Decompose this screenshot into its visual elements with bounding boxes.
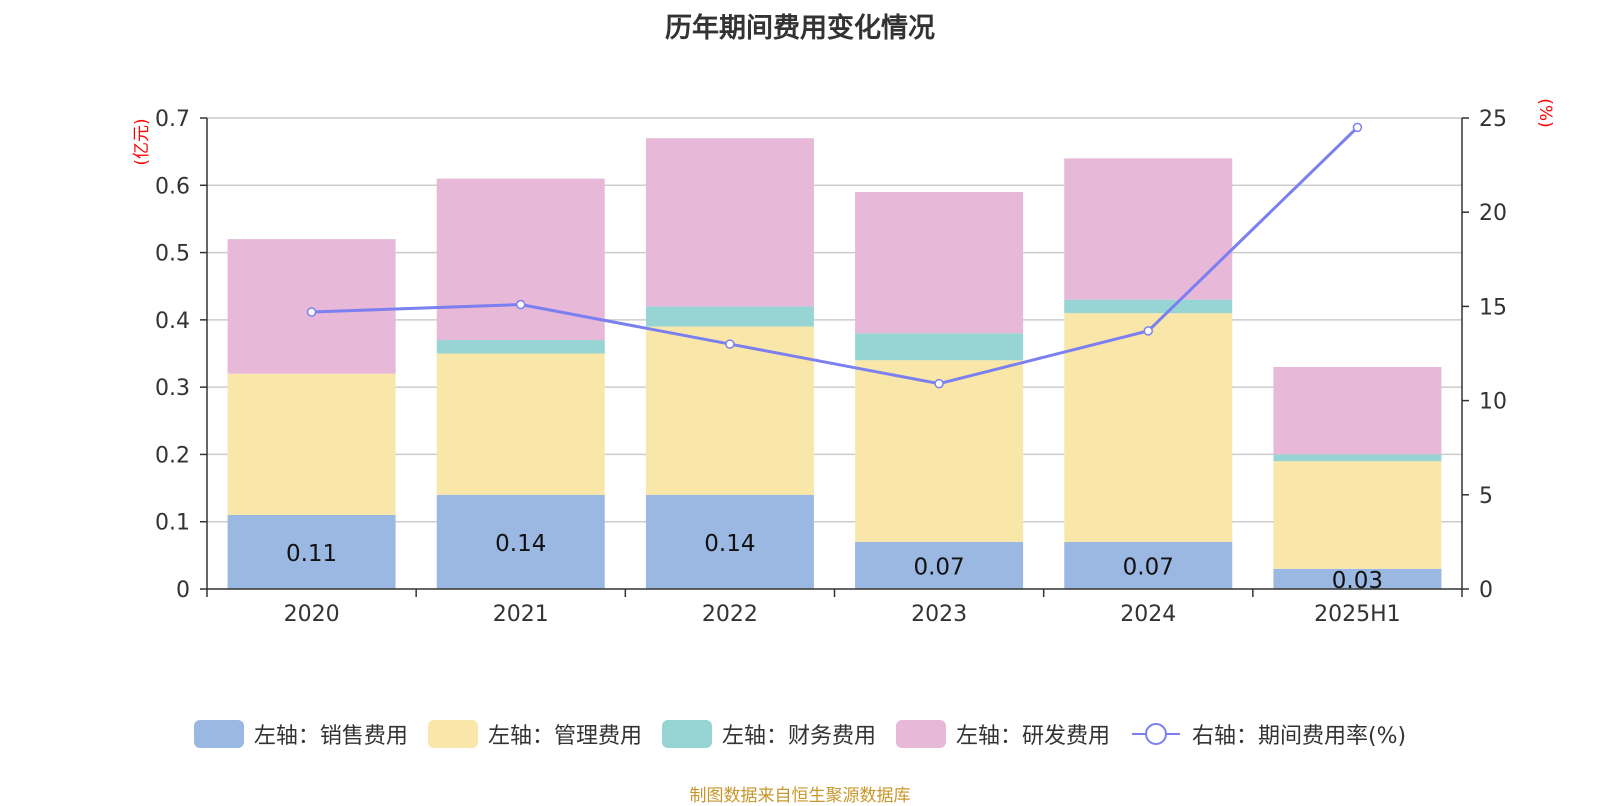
bar-data-label: 0.14 — [495, 531, 546, 557]
bar-data-label: 0.07 — [913, 554, 964, 580]
bar-segment — [855, 192, 1024, 334]
x-axis-tick-label: 2021 — [493, 602, 549, 627]
right-axis-tick-label: 15 — [1479, 295, 1507, 320]
bar-segment — [1064, 299, 1233, 314]
chart-title: 历年期间费用变化情况 — [665, 13, 935, 44]
left-axis-tick-label: 0.6 — [155, 174, 190, 199]
bar-data-label: 0.11 — [286, 541, 337, 567]
left-axis-tick-label: 0.1 — [155, 511, 190, 536]
right-axis-unit-label: (%) — [1535, 98, 1555, 127]
legend-swatch-rnd — [895, 720, 946, 748]
expense-rate-point — [725, 339, 735, 349]
bar-segment — [645, 494, 814, 589]
legend-label-admin: 左轴：管理费用 — [487, 724, 642, 749]
legend-label-expense-rate: 右轴：期间费用率(%) — [1191, 724, 1407, 749]
legend: 左轴：销售费用 左轴：管理费用 左轴：财务费用 左轴：研发费用 右轴：期间费用率… — [0, 718, 1600, 750]
left-axis-tick-label: 0.4 — [155, 309, 190, 334]
bar-segment — [1064, 541, 1233, 589]
legend-line-marker-icon — [1131, 723, 1180, 745]
bar-segment — [227, 514, 396, 589]
right-axis-tick-label: 0 — [1479, 578, 1493, 603]
legend-label-finance: 左轴：财务费用 — [721, 724, 876, 749]
bar-segment — [1064, 313, 1233, 542]
bar-segment — [645, 138, 814, 307]
legend-label-rnd: 左轴：研发费用 — [955, 724, 1110, 749]
expense-rate-point — [516, 299, 526, 310]
bar-segment — [1273, 366, 1442, 455]
bar-segment — [1064, 158, 1233, 300]
bar-segment — [855, 541, 1024, 589]
expense-rate-line — [311, 126, 1359, 386]
left-axis-tick-label: 0.7 — [155, 107, 190, 132]
expense-rate-point — [934, 378, 944, 389]
bar-segment — [855, 360, 1024, 542]
right-axis-tick-label: 25 — [1479, 107, 1507, 132]
legend-item-rnd[interactable]: 左轴：研发费用 — [895, 718, 1110, 750]
x-axis-tick-label: 2022 — [702, 602, 758, 627]
bar-segment — [436, 494, 605, 589]
bar-segment — [1273, 454, 1442, 462]
left-axis-unit-label: (亿元) — [132, 118, 152, 165]
legend-item-finance[interactable]: 左轴：财务费用 — [661, 718, 876, 750]
legend-swatch-sales — [193, 720, 244, 748]
bar-data-label: 0.14 — [704, 531, 755, 557]
legend-item-expense-rate[interactable]: 右轴：期间费用率(%) — [1130, 718, 1406, 750]
left-axis-tick-label: 0.2 — [155, 443, 190, 468]
left-axis-tick-label: 0.5 — [155, 242, 190, 267]
legend-swatch-admin — [427, 720, 478, 748]
x-axis-tick-label: 2024 — [1120, 602, 1176, 627]
bar-segment — [645, 326, 814, 495]
legend-item-admin[interactable]: 左轴：管理费用 — [427, 718, 642, 750]
bar-segment — [436, 340, 605, 354]
left-axis-tick-label: 0 — [176, 578, 190, 603]
right-axis-tick-label: 20 — [1479, 201, 1507, 226]
bar-segment — [645, 306, 814, 327]
bar-segment — [436, 353, 605, 495]
left-axis-tick-label: 0.3 — [155, 376, 190, 401]
x-axis-tick-label: 2020 — [284, 602, 340, 627]
bar-segment — [227, 373, 396, 515]
source-note: 制图数据来自恒生聚源数据库 — [689, 786, 911, 806]
bar-segment — [1273, 568, 1442, 589]
right-axis-tick-label: 10 — [1479, 390, 1507, 415]
right-axis-tick-label: 5 — [1479, 484, 1493, 509]
bar-segment — [436, 178, 605, 341]
bar-data-label: 0.03 — [1332, 568, 1383, 594]
expense-rate-point — [1352, 122, 1363, 133]
bar-segment — [1273, 461, 1442, 569]
bar-segment — [227, 239, 396, 374]
legend-item-sales[interactable]: 左轴：销售费用 — [193, 718, 408, 750]
x-axis-tick-label: 2025H1 — [1314, 602, 1401, 627]
expense-rate-point — [306, 307, 317, 317]
expense-rate-point — [1143, 326, 1153, 336]
x-axis-tick-label: 2023 — [911, 602, 967, 627]
legend-swatch-finance — [661, 720, 712, 748]
bar-segment — [855, 333, 1024, 361]
bar-data-label: 0.07 — [1123, 554, 1174, 580]
legend-label-sales: 左轴：销售费用 — [253, 724, 408, 749]
